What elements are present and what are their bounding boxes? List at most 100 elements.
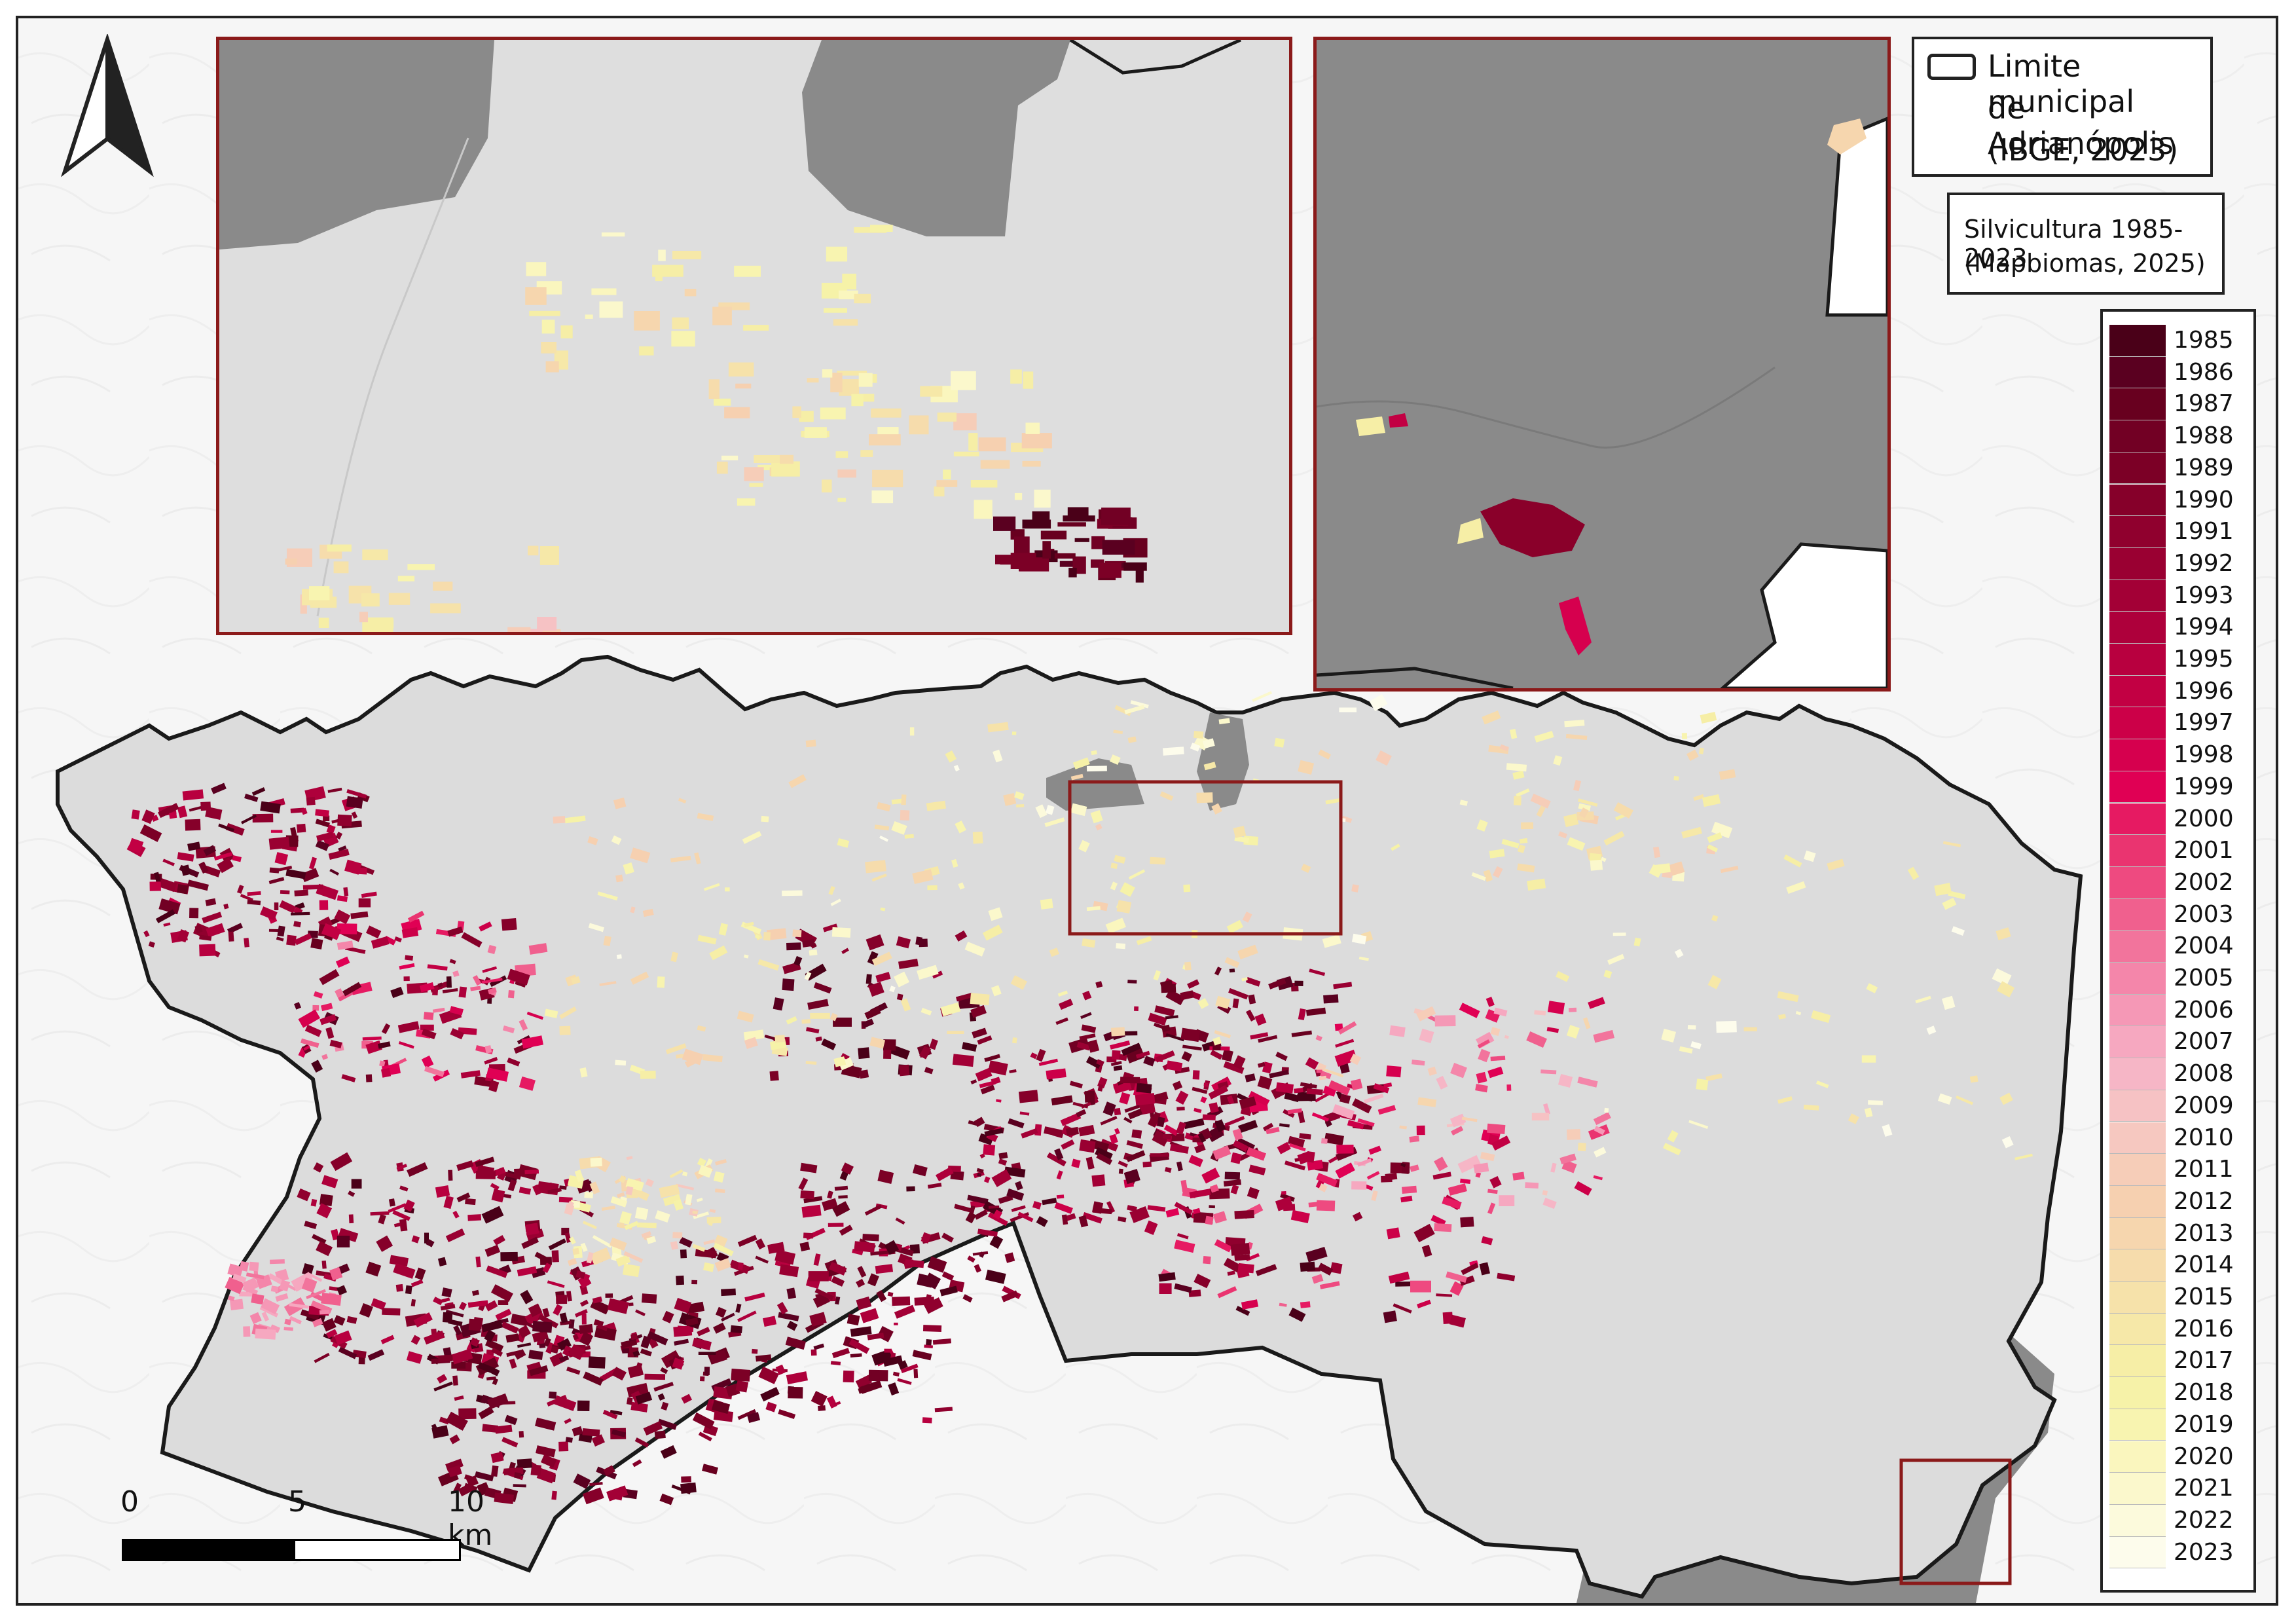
silviculture-patch: [582, 1221, 597, 1230]
silviculture-patch: [1110, 1027, 1125, 1037]
inset-silviculture-patch: [970, 480, 998, 488]
silviculture-patch: [1693, 794, 1704, 802]
inset-map-north[interactable]: [216, 37, 1292, 635]
silviculture-patch: [1866, 983, 1878, 993]
silviculture-patch: [801, 1204, 822, 1218]
legend-swatch-1987: [2109, 388, 2166, 421]
legend-swatch-2020: [2109, 1441, 2166, 1473]
silviculture-patch: [328, 849, 350, 860]
silviculture-patch: [905, 1259, 924, 1268]
silviculture-patch: [1144, 1220, 1158, 1235]
silviculture-patch: [850, 1326, 872, 1337]
silviculture-patch: [131, 809, 140, 820]
legend-swatch-2006: [2109, 994, 2166, 1027]
silviculture-patch: [294, 889, 308, 896]
silviculture-patch: [887, 1291, 894, 1297]
legend-year-2001: 2001: [2103, 835, 2253, 867]
silviculture-patch: [1942, 897, 1957, 910]
silviculture-patch: [558, 1441, 569, 1452]
silviculture-patch: [1069, 1080, 1083, 1089]
silviculture-patch: [1135, 1093, 1156, 1106]
silviculture-patch: [659, 1184, 680, 1198]
silviculture-patch: [521, 1035, 543, 1049]
silviculture-patch: [870, 1250, 890, 1256]
silviculture-patch: [1188, 1154, 1203, 1168]
silviculture-patch: [1451, 1126, 1464, 1136]
silviculture-patch: [998, 1152, 1008, 1160]
silviculture-patch: [832, 1201, 850, 1217]
silviculture-patch: [513, 1484, 526, 1488]
silviculture-patch: [389, 1255, 409, 1267]
silviculture-patch: [1180, 1179, 1188, 1192]
silviculture-patch: [1279, 1302, 1287, 1307]
silviculture-patch: [624, 1221, 639, 1230]
silviculture-patch: [799, 1242, 811, 1252]
silviculture-patch: [1707, 832, 1722, 843]
silviculture-patch: [898, 959, 919, 969]
silviculture-patch: [1341, 815, 1353, 823]
silviculture-patch: [919, 1046, 932, 1060]
legend-year-ramp: 1985 1986 1987 1988 1989 1990 1991 1992 1993 1994…: [2100, 309, 2256, 1593]
silviculture-patch: [1100, 1115, 1118, 1126]
silviculture-patch: [875, 972, 891, 983]
silviculture-patch: [528, 1350, 543, 1360]
inset-silviculture-patch: [872, 470, 903, 488]
silviculture-patch: [243, 1326, 251, 1337]
silviculture-patch: [493, 1234, 505, 1246]
silviculture-patch: [323, 815, 330, 821]
silviculture-patch: [581, 1313, 587, 1325]
silviculture-patch: [1229, 969, 1235, 973]
silviculture-patch: [1506, 763, 1527, 772]
silviculture-patch: [501, 917, 517, 931]
legend-label-2009: 2009: [2174, 1092, 2234, 1119]
inset-locator-southeast[interactable]: [1899, 1458, 2012, 1585]
silviculture-patch: [924, 1344, 934, 1349]
silviculture-patch: [406, 1351, 423, 1364]
inset-silviculture-patch: [757, 464, 782, 471]
silviculture-patch: [1165, 1033, 1185, 1042]
silviculture-patch: [1158, 1272, 1176, 1282]
silviculture-patch: [838, 1195, 848, 1199]
silviculture-patch: [244, 938, 250, 948]
silviculture-patch: [609, 1237, 627, 1251]
silviculture-patch: [606, 1485, 629, 1502]
silviculture-patch: [424, 1065, 445, 1077]
inset-locator-north[interactable]: [1068, 780, 1343, 936]
silviculture-patch: [1003, 793, 1017, 806]
silviculture-patch: [786, 1287, 797, 1299]
silviculture-patch: [809, 950, 818, 956]
silviculture-patch: [900, 1363, 919, 1374]
silviculture-patch: [737, 1409, 756, 1420]
silviculture-patch: [143, 930, 150, 938]
silviculture-patch: [977, 1228, 998, 1237]
silviculture-patch: [1948, 891, 1966, 900]
silviculture-patch: [482, 1424, 498, 1433]
silviculture-patch: [551, 1346, 559, 1354]
silviculture-patch: [1351, 1079, 1363, 1091]
silviculture-patch: [449, 1434, 460, 1445]
silviculture-patch: [284, 1318, 292, 1325]
inset-silviculture-patch: [771, 461, 800, 477]
silviculture-patch: [1546, 1027, 1559, 1033]
silviculture-patch: [778, 1409, 796, 1420]
silviculture-patch: [972, 1251, 989, 1256]
silviculture-patch: [622, 1348, 630, 1354]
legend-label-2012: 2012: [2174, 1187, 2234, 1215]
silviculture-patch: [619, 1175, 627, 1183]
silviculture-patch: [1556, 971, 1570, 982]
silviculture-patch: [1142, 1161, 1152, 1168]
silviculture-patch: [1097, 1084, 1104, 1092]
silviculture-patch: [365, 925, 382, 939]
legend-year-1987: 1987: [2103, 388, 2253, 421]
inset-silviculture-patch: [672, 251, 702, 259]
silviculture-patch: [1410, 1164, 1419, 1172]
silviculture-patch: [1127, 736, 1137, 743]
silviculture-patch: [367, 1349, 385, 1361]
inset-silviculture-patch: [362, 549, 388, 561]
inset-map-southeast[interactable]: [1313, 37, 1891, 692]
silviculture-patch: [1085, 1056, 1102, 1069]
silviculture-patch: [991, 1169, 1012, 1187]
silviculture-patch: [1446, 1271, 1467, 1283]
silviculture-patch: [932, 970, 943, 979]
silviculture-patch: [297, 1188, 311, 1202]
